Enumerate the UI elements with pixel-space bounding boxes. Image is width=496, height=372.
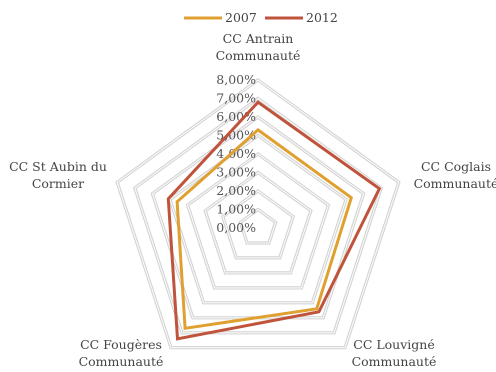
tick-label: 8,00% xyxy=(216,72,256,87)
axis-label-line: Communauté xyxy=(352,354,437,369)
axis-label-line: CC Louvigné xyxy=(353,337,435,352)
legend: 2007 2012 xyxy=(184,10,338,25)
tick-label: 7,00% xyxy=(216,91,256,106)
axis-label: CC Fougères Communauté xyxy=(79,337,164,369)
grid-ring-inner xyxy=(169,134,347,304)
legend-label: 2007 xyxy=(225,10,257,25)
grid-ring-inner xyxy=(204,171,312,274)
series-2007-line xyxy=(175,127,354,331)
axis-label: CC Louvigné Communauté xyxy=(352,337,437,369)
axis-label-line: CC Antrain xyxy=(223,31,294,46)
tick-label: 0,00% xyxy=(216,220,256,235)
grid-ring-inner xyxy=(116,79,400,349)
tick-label: 1,00% xyxy=(216,202,256,217)
radial-tick-labels: 0,00%1,00%2,00%3,00%4,00%5,00%6,00%7,00%… xyxy=(216,72,256,235)
grid-ring-inner xyxy=(134,97,382,334)
axis-label-line: CC Coglais xyxy=(421,159,491,174)
radar-grid xyxy=(115,78,401,350)
axis-label-line: Cormier xyxy=(32,176,84,191)
tick-label: 6,00% xyxy=(216,109,256,124)
axis-label-line: CC Fougères xyxy=(80,337,162,352)
axis-label-line: Communauté xyxy=(414,176,496,191)
tick-label: 3,00% xyxy=(216,165,256,180)
tick-label: 2,00% xyxy=(216,183,256,198)
axis-label: CC Coglais Communauté xyxy=(414,159,496,191)
axis-labels: CC Antrain Communauté CC Coglais Communauté… xyxy=(9,31,496,369)
grid-ring-inner xyxy=(222,190,294,259)
radar-series xyxy=(166,100,382,341)
axis-label: CC St Aubin du Cormier xyxy=(9,159,107,191)
axis-label-line: Communauté xyxy=(216,48,301,63)
series-2012-line xyxy=(166,100,382,341)
axis-label-line: CC St Aubin du xyxy=(9,159,107,174)
grid-ring-inner xyxy=(239,208,277,244)
legend-label: 2012 xyxy=(306,10,338,25)
grid-ring-inner xyxy=(186,153,330,289)
axis-label: CC Antrain Communauté xyxy=(216,31,301,63)
axis-label-line: Communauté xyxy=(79,354,164,369)
